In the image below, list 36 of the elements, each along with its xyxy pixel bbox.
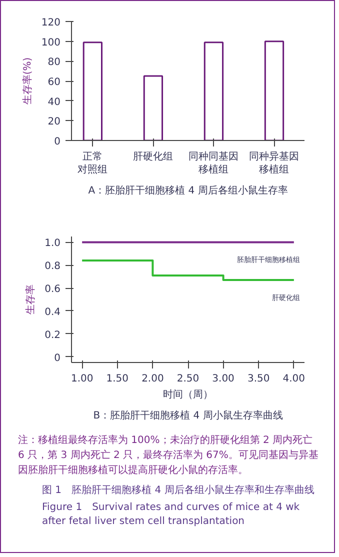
text: 注：移植组最终存活率为 100%；未治疗的肝硬化组第 2 周内死亡 6 只，第 3 周内死亡 2 只，最终存活率为 67%。可见同基因与异基因胚胎肝干细胞移植可以提高肝硬化小鼠的存活率。 — [18, 434, 320, 478]
y-tick-label: 0 — [54, 352, 61, 364]
y-tick-label: 0.4 — [44, 306, 61, 318]
x-tick-label: 正常对照组 — [78, 150, 108, 176]
y-tick-label: 1.0 — [44, 238, 61, 250]
bar — [82, 42, 103, 140]
x-tick-label: 1.50 — [106, 374, 129, 384]
x-tick-label: 3.50 — [247, 374, 270, 384]
x-tick-label: 同种异基因移植组 — [249, 150, 300, 176]
y-tick-label: 0 — [54, 136, 61, 148]
y-tick-label: 100 — [41, 37, 61, 48]
y-axis-title: 生存率(%) — [21, 57, 34, 105]
x-tick-label: 同种同基因移植组 — [188, 150, 239, 176]
y-tick-label: 0.8 — [44, 261, 61, 272]
x-axis-title: 时间（周） — [163, 388, 213, 400]
y-tick-label: 0.6 — [44, 284, 61, 296]
text: B：胚胎肝干细胞移植 4 周小鼠生存率曲线 — [93, 410, 283, 422]
y-tick-label: 60 — [48, 77, 61, 88]
x-tick-label: 2.50 — [176, 374, 200, 384]
y-tick-label: 0.2 — [44, 330, 61, 341]
x-tick-label: 2.00 — [142, 374, 164, 384]
x-tick-label: 肝硬化组 — [133, 150, 174, 162]
y-tick-label: 80 — [48, 57, 61, 68]
bar — [204, 42, 224, 140]
y-tick-label: 20 — [48, 116, 61, 128]
caption: Figure 1 Survival rates and curves of mice at 4 wk after fetal liver stem cell transplantation — [42, 501, 301, 529]
x-tick-label: 1.00 — [70, 374, 94, 384]
x-tick-label: 4.00 — [282, 374, 306, 384]
text: A：胚胎肝干细胞移植 4 周后各组小鼠生存率 — [88, 184, 288, 196]
caption: 图 1 胚胎肝干细胞移植 4 周后各组小鼠生存率和生存率曲线 — [42, 484, 316, 498]
bar — [264, 40, 284, 140]
y-tick-label: 120 — [41, 18, 61, 28]
x-tick-label: 3.00 — [212, 374, 234, 384]
y-axis-title: 生存率 — [24, 284, 37, 314]
bar — [143, 75, 164, 140]
y-tick-label: 40 — [48, 96, 61, 108]
